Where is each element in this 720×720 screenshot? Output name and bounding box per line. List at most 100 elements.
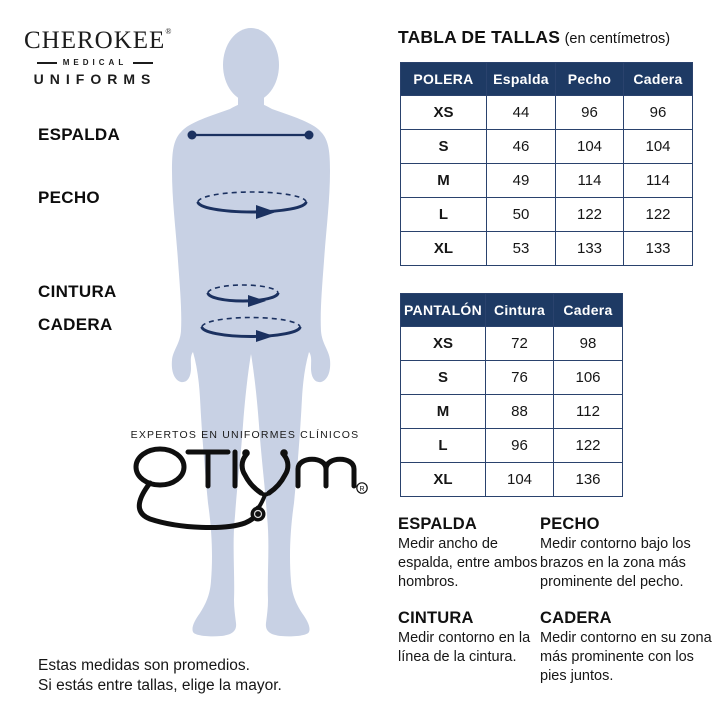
stethoscope-left-ear-tube-icon [239,452,264,496]
polera-size-table: POLERA Espalda Pecho Cadera XS 44 96 96 S 46 104 10… [400,62,693,266]
guide-description: Medir ancho de espalda, entre ambos homb… [398,536,538,590]
size-label-cell: L [400,197,487,232]
measure-value-cell: 106 [553,360,623,395]
measure-column-header: Espalda [486,62,556,96]
otium-logo: R [133,446,368,530]
guide-term: ESPALDA [398,515,478,533]
stethoscope-earpiece-left-icon [242,449,250,457]
measure-value-cell: 122 [623,197,693,232]
size-row: M 88 112 [400,394,623,429]
measure-value-cell: 96 [485,428,554,463]
otium-tagline: EXPERTOS EN UNIFORMES CLÍNICOS [130,429,360,441]
medical-dash-left [36,61,57,64]
title-unit-note: (en centímetros) [564,31,671,47]
table-header-row: PANTALÓN Cintura Cadera [400,293,623,327]
stethoscope-tube-icon [136,480,261,530]
medical-divider-row: MEDICAL [24,58,166,67]
brand-name: CHEROKEE [24,27,166,54]
measure-column-header: Cadera [553,293,623,327]
svg-text:R: R [359,486,364,493]
espalda-label: ESPALDA [38,125,121,144]
footnote-line1: Estas medidas son promedios. [38,657,250,674]
title-main: TABLA DE TALLAS [398,27,561,47]
measure-value-cell: 104 [623,129,693,164]
guide-term: PECHO [540,515,600,533]
size-row: XS 44 96 96 [400,95,693,130]
size-label-cell: XS [400,326,486,361]
stethoscope-junction-icon [257,491,271,509]
size-row: S 76 106 [400,360,623,395]
chest-measure-ellipse [196,191,308,219]
waist-measure-ellipse [206,284,280,307]
size-row: XS 72 98 [400,326,623,361]
page-title: TABLA DE TALLAS (en centímetros) [398,27,670,48]
size-row: S 46 104 104 [400,129,693,164]
otium-letter-o [133,446,187,488]
garment-column-header: PANTALÓN [400,293,486,327]
measure-value-cell: 122 [555,197,624,232]
cherokee-wordmark: CHEROKEE® [24,27,171,54]
measure-value-cell: 53 [486,231,556,266]
guide-description: Medir contorno en la línea de la cintura… [398,630,531,665]
hip-arrow-icon [256,330,274,342]
guide-term: CINTURA [398,609,474,627]
measure-value-cell: 104 [485,462,554,497]
measure-value-cell: 44 [486,95,556,130]
measure-value-cell: 122 [553,428,623,463]
guide-cadera: CADERA Medir contorno en su zona más pro… [540,609,720,686]
size-label-cell: XL [400,462,486,497]
otium-letter-m [295,456,357,489]
hip-measure-ellipse [200,316,302,342]
measure-value-cell: 114 [555,163,624,198]
measure-value-cell: 96 [555,95,624,130]
guide-espalda: ESPALDA Medir ancho de espalda, entre am… [398,515,538,592]
size-label-cell: L [400,428,486,463]
measure-value-cell: 133 [555,231,624,266]
size-label-cell: M [400,394,486,429]
size-label-cell: XL [400,231,487,266]
size-label-cell: M [400,163,487,198]
medical-label: MEDICAL [62,58,128,67]
waist-arrow-icon [248,295,266,307]
size-row: XL 104 136 [400,462,623,497]
stethoscope-earpiece-right-icon [280,449,288,457]
measure-value-cell: 50 [486,197,556,232]
measure-value-cell: 46 [486,129,556,164]
measure-value-cell: 112 [553,394,623,429]
guide-term: CADERA [540,609,612,627]
size-row: L 96 122 [400,428,623,463]
measure-value-cell: 114 [623,163,693,198]
size-row: XL 53 133 133 [400,231,693,266]
garment-column-header: POLERA [400,62,487,96]
measure-value-cell: 136 [553,462,623,497]
measure-value-cell: 133 [623,231,693,266]
measure-value-cell: 49 [486,163,556,198]
measure-value-cell: 98 [553,326,623,361]
size-row: M 49 114 114 [400,163,693,198]
measure-column-header: Pecho [555,62,624,96]
guide-cintura: CINTURA Medir contorno en la línea de la… [398,609,548,667]
cherokee-logo: CHEROKEE® MEDICAL UNIFORMS [24,27,171,88]
size-row: L 50 122 122 [400,197,693,232]
measure-column-header: Cadera [623,62,693,96]
guide-pecho: PECHO Medir contorno bajo los brazos en … [540,515,720,592]
otium-letter-t [185,449,231,489]
chest-arrow-icon [256,205,276,219]
body-figure [171,28,331,637]
footnote: Estas medidas son promedios. Si estás en… [38,656,282,696]
stethoscope-chestpiece-icon [250,506,266,522]
stethoscope-chestpiece-detail [253,509,263,519]
measure-value-cell: 88 [485,394,554,429]
measure-overlays [187,130,314,342]
measure-value-cell: 76 [485,360,554,395]
pecho-label: PECHO [38,188,100,207]
guide-description: Medir contorno en su zona más prominente… [540,630,712,684]
pantalon-size-table: PANTALÓN Cintura Cadera XS 72 98 S 76 106 M 88 112 L… [400,293,623,497]
measure-value-cell: 72 [485,326,554,361]
measure-column-header: Cintura [485,293,554,327]
medical-dash-right [133,61,154,64]
table-header-row: POLERA Espalda Pecho Cadera [400,62,693,96]
measure-value-cell: 104 [555,129,624,164]
cadera-label: CADERA [38,315,113,334]
